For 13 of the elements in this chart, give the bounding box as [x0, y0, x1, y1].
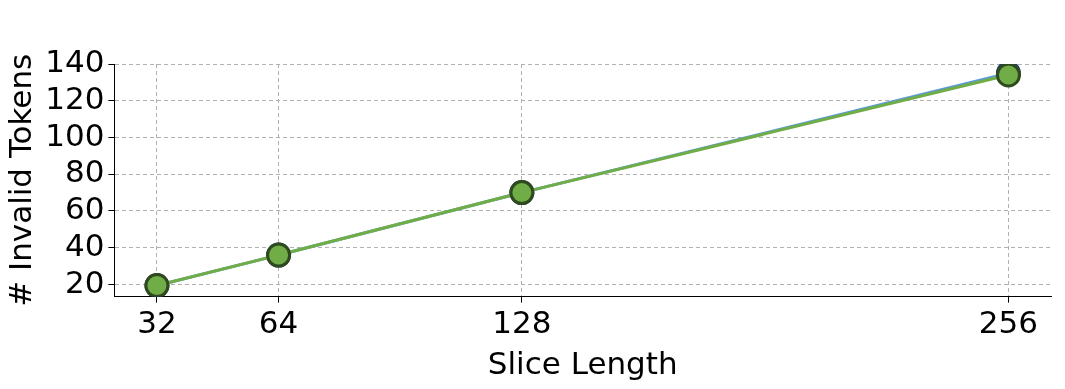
x-tick-label: 256 — [978, 304, 1039, 341]
y-tick-label: 120 — [45, 79, 105, 116]
x-tick-label: 128 — [492, 304, 552, 341]
x-tick-label: 32 — [137, 304, 177, 341]
y-tick-label: 140 — [45, 43, 105, 80]
x-tick-label: 64 — [258, 304, 299, 341]
y-axis-title: # Invalid Tokens — [1, 53, 38, 307]
x-axis-title: Slice Length — [487, 345, 678, 382]
y-tick-label: 80 — [64, 153, 105, 190]
y-tick-label: 60 — [64, 190, 105, 227]
y-tick-label: 40 — [64, 226, 105, 263]
y-tick-label: 100 — [45, 116, 105, 153]
y-tick-label: 20 — [64, 263, 105, 300]
